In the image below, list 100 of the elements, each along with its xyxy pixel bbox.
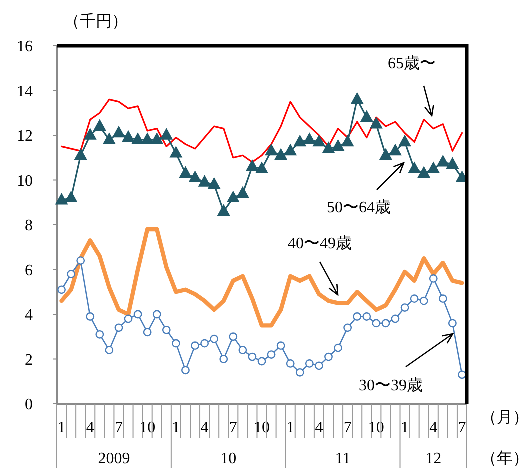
x-tick-label: 10 <box>368 420 384 436</box>
point <box>172 339 180 348</box>
point <box>382 319 390 328</box>
point <box>389 144 402 156</box>
point <box>420 296 428 306</box>
point <box>84 128 97 140</box>
point <box>305 360 314 368</box>
point <box>380 148 392 160</box>
point <box>296 368 304 377</box>
point <box>294 135 306 147</box>
y-tick-label: 12 <box>17 128 33 146</box>
point <box>448 319 457 328</box>
point <box>286 360 295 368</box>
text: （年） <box>481 450 529 468</box>
point <box>246 160 259 172</box>
series-label: 50〜64歳 <box>327 198 391 216</box>
point <box>456 171 468 182</box>
x-tick-label: 7 <box>458 420 466 436</box>
point <box>332 140 344 152</box>
point <box>58 286 66 294</box>
point <box>427 162 440 174</box>
x-tick-label: 4 <box>86 420 94 436</box>
point <box>274 148 288 160</box>
point <box>105 346 114 354</box>
point <box>408 162 421 174</box>
x-tick-label: 1 <box>401 420 410 436</box>
point <box>284 144 297 156</box>
text: 12 <box>426 450 442 468</box>
point <box>400 304 410 312</box>
point <box>210 334 219 344</box>
text: 30〜39歳 <box>359 376 423 394</box>
point <box>436 155 450 167</box>
point <box>303 133 316 144</box>
point <box>189 171 202 182</box>
point <box>134 310 142 319</box>
y-tick-label: 4 <box>25 307 33 324</box>
text: 65歳〜 <box>388 54 436 72</box>
x-tick-label: 4 <box>200 420 209 436</box>
point <box>141 133 154 144</box>
point <box>143 328 152 337</box>
point <box>334 344 342 352</box>
point <box>220 355 228 364</box>
point <box>322 142 335 154</box>
point <box>236 186 250 198</box>
x-tick-label: 4 <box>430 420 438 436</box>
point <box>182 366 190 375</box>
point <box>342 135 354 147</box>
y-tick-label: 10 <box>17 172 33 190</box>
point <box>94 120 106 131</box>
point <box>103 133 116 144</box>
point <box>162 326 171 334</box>
point <box>398 135 412 147</box>
y-tick-label: 0 <box>25 396 33 414</box>
point <box>265 144 278 156</box>
y-axis-title: （千円） <box>64 12 128 30</box>
point <box>180 166 192 178</box>
y-tick-label: 6 <box>25 262 33 280</box>
point <box>152 310 162 319</box>
point <box>198 176 211 187</box>
point <box>324 352 333 362</box>
point <box>370 117 383 129</box>
point <box>74 148 88 160</box>
point <box>124 314 133 324</box>
point <box>76 256 86 265</box>
text: 11 <box>335 450 351 468</box>
point <box>56 193 68 205</box>
series-label: 40〜49歳 <box>288 234 352 252</box>
x-tick-label: 7 <box>114 420 123 436</box>
text: 10 <box>220 450 237 468</box>
point <box>360 110 374 122</box>
x-tick-label: 7 <box>229 420 238 436</box>
point <box>410 294 419 304</box>
x-tick-label: 4 <box>315 420 324 436</box>
y-tick-label: 2 <box>25 352 33 369</box>
y-tick-label: 8 <box>25 218 33 235</box>
point <box>218 204 230 216</box>
point <box>96 330 104 339</box>
point <box>351 92 364 104</box>
point <box>344 324 352 332</box>
point <box>315 362 324 370</box>
point <box>256 162 268 174</box>
point <box>191 342 200 350</box>
text: 2009 <box>98 450 130 468</box>
point <box>276 342 286 350</box>
point <box>122 130 135 142</box>
point <box>313 135 326 147</box>
x-tick-label: 10 <box>254 420 270 436</box>
x-tick-label: 1 <box>172 420 180 436</box>
point <box>458 370 466 380</box>
point <box>418 166 430 178</box>
x-tick-label: 10 <box>140 420 156 436</box>
point <box>114 324 124 332</box>
point <box>438 294 448 304</box>
point <box>132 133 144 144</box>
point <box>229 332 238 342</box>
point <box>227 191 240 203</box>
line-series <box>60 227 464 328</box>
point <box>65 191 78 203</box>
point <box>160 128 173 140</box>
point <box>248 352 257 362</box>
